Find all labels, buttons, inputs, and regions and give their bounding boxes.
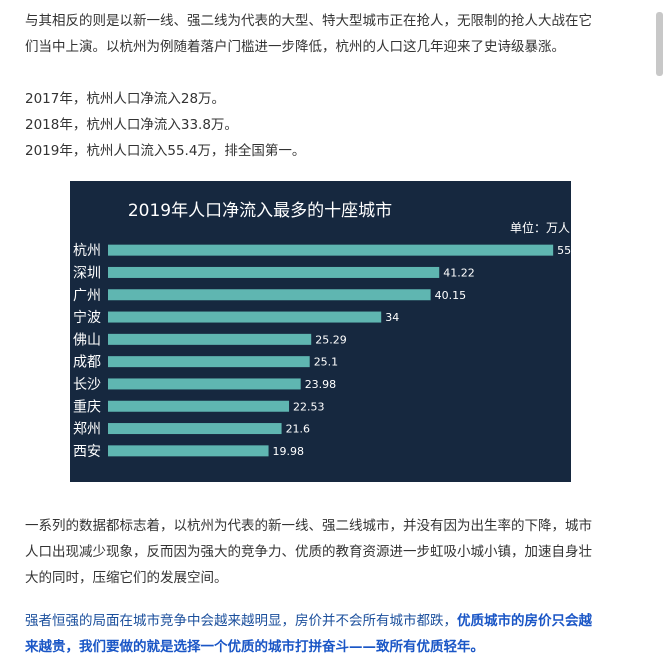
- category-label: 西安: [73, 444, 101, 460]
- text-line: 们当中上演。以杭州为例随着落户门槛进一步降低，杭州的人口这几年迎来了史诗级暴涨。: [25, 39, 565, 55]
- highlight-text: 来越贵，我们要做的就是选择一个优质的城市打拼奋斗——致所有优质轻年。: [25, 639, 484, 655]
- bar-group: 杭州 55.4 深圳 41.22 广州 40.15 宁波 34 佛山 25.29 成都 25.1 长沙 2…: [73, 243, 571, 460]
- data-label: 25.29: [315, 333, 347, 346]
- category-label: 杭州: [73, 243, 101, 259]
- data-label: 34: [385, 311, 399, 324]
- category-label: 长沙: [73, 377, 101, 393]
- data-label: 41.22: [443, 266, 475, 279]
- data-label: 40.15: [435, 289, 467, 302]
- data-label: 19.98: [273, 445, 305, 458]
- analysis-paragraph: 一系列的数据都标志着，以杭州为代表的新一线、强二线城市，并没有因为出生率的下降，…: [25, 513, 650, 591]
- data-label: 25.1: [314, 356, 339, 369]
- bar: [108, 333, 312, 345]
- category-label: 郑州: [73, 422, 101, 438]
- bar: [108, 266, 440, 278]
- text-line: 人口出现减少现象，反而因为强大的竞争力、优质的教育资源进一步虹吸小城小镇，加速自…: [25, 544, 592, 560]
- category-label: 佛山: [73, 332, 101, 348]
- text-line: 来越贵，我们要做的就是选择一个优质的城市打拼奋斗——致所有优质轻年。: [25, 634, 650, 660]
- data-label: 23.98: [305, 378, 337, 391]
- data-label: 55.4: [557, 244, 571, 257]
- bar: [108, 311, 382, 323]
- intro-paragraph: 与其相反的则是以新一线、强二线为代表的大型、特大型城市正在抢人，无限制的抢人大战…: [25, 8, 650, 60]
- bar: [108, 289, 431, 301]
- category-label: 重庆: [73, 399, 101, 415]
- bar: [108, 445, 269, 457]
- bar: [108, 378, 301, 390]
- unit-label: 单位：万人: [510, 220, 570, 235]
- chart-title: 2019年人口净流入最多的十座城市: [128, 201, 392, 221]
- text-line: 大的同时，压缩它们的发展空间。: [25, 570, 228, 586]
- category-label: 广州: [73, 288, 101, 304]
- city-inflow-chart: 2019年人口净流入最多的十座城市 单位：万人 杭州 55.4 深圳 41.22 广州 4…: [70, 181, 571, 482]
- text-line: 一系列的数据都标志着，以杭州为代表的新一线、强二线城市，并没有因为出生率的下降，…: [25, 518, 592, 534]
- bar: [108, 423, 282, 435]
- stats-list: 2017年，杭州人口净流入28万。 2018年，杭州人口净流入33.8万。 20…: [25, 86, 650, 164]
- conclusion-plain-text: 强者恒强的局面在城市竞争中会越来越明显，房价并不会所有城市都跌，: [25, 613, 457, 629]
- stat-2017: 2017年，杭州人口净流入28万。: [25, 91, 226, 107]
- category-label: 成都: [73, 355, 101, 371]
- highlight-text: 优质城市的房价只会越: [457, 613, 592, 629]
- text-line: 与其相反的则是以新一线、强二线为代表的大型、特大型城市正在抢人，无限制的抢人大战…: [25, 13, 592, 29]
- stat-2018: 2018年，杭州人口净流入33.8万。: [25, 117, 238, 133]
- data-label: 22.53: [293, 400, 325, 413]
- bar: [108, 356, 310, 368]
- category-label: 宁波: [73, 309, 101, 326]
- scrollbar-thumb[interactable]: [656, 12, 663, 76]
- bar: [108, 400, 290, 412]
- data-label: 21.6: [286, 423, 311, 436]
- chart-svg: 2019年人口净流入最多的十座城市 单位：万人 杭州 55.4 深圳 41.22 广州 4…: [73, 201, 571, 460]
- text-line: 强者恒强的局面在城市竞争中会越来越明显，房价并不会所有城市都跌，优质城市的房价只…: [25, 608, 650, 634]
- conclusion-paragraph: 强者恒强的局面在城市竞争中会越来越明显，房价并不会所有城市都跌，优质城市的房价只…: [25, 608, 650, 660]
- category-label: 深圳: [73, 265, 101, 281]
- bar: [108, 244, 554, 256]
- stat-2019: 2019年，杭州人口流入55.4万，排全国第一。: [25, 143, 306, 159]
